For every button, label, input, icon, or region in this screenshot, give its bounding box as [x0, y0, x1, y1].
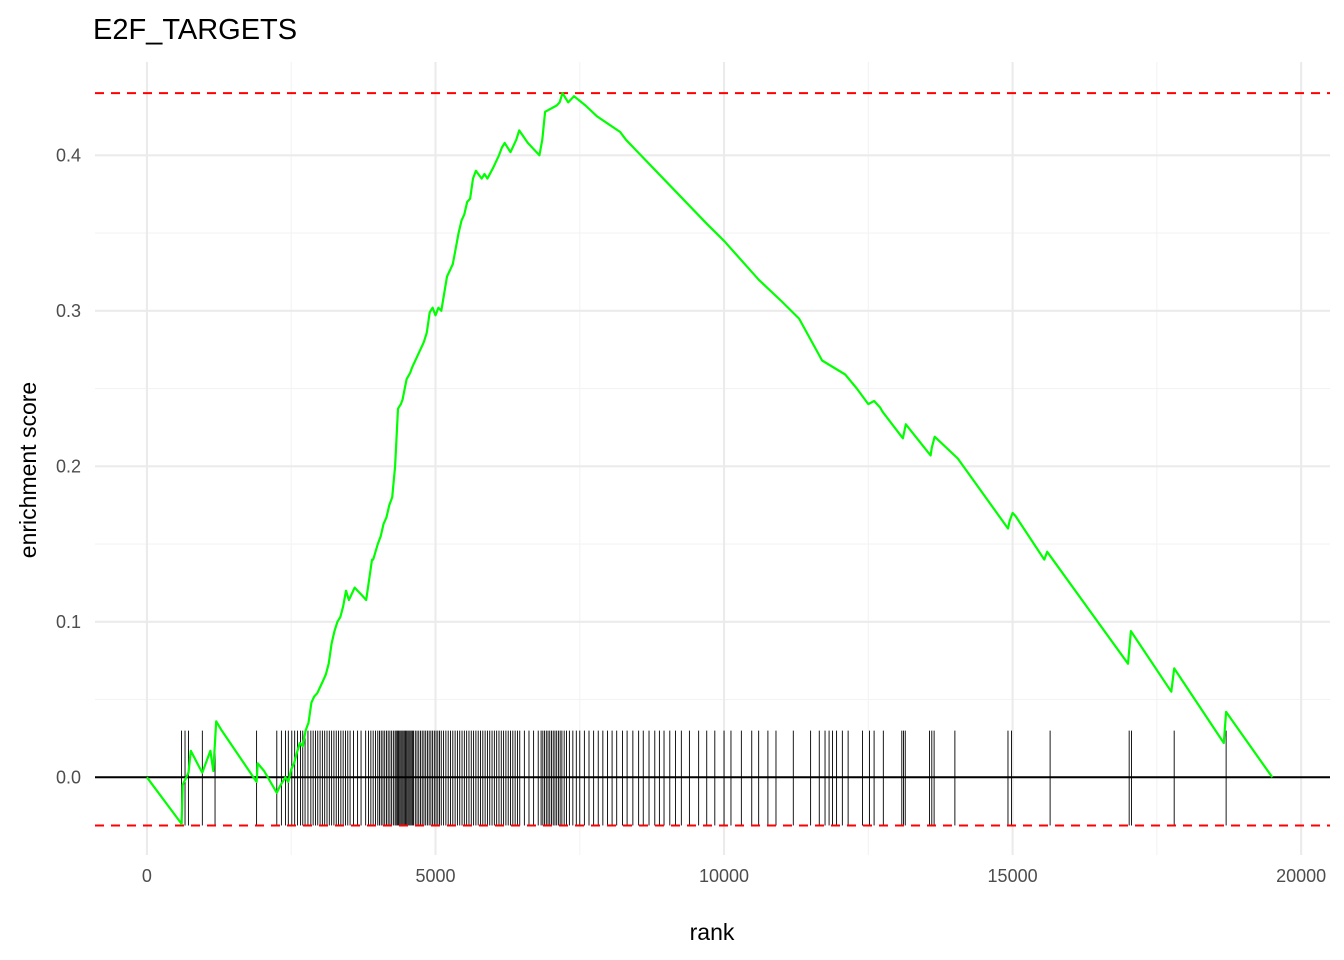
curve-group: [146, 92, 1274, 825]
x-tick-label: 15000: [988, 866, 1038, 886]
y-tick-label: 0.4: [56, 145, 81, 165]
x-tick-label: 5000: [415, 866, 455, 886]
x-tick-labels: 0 5000 10000 15000 20000: [142, 866, 1326, 886]
enrichment-curve: [146, 92, 1274, 825]
y-tick-label: 0.0: [56, 767, 81, 787]
y-axis-title: enrichment score: [15, 382, 41, 558]
y-tick-labels: 0.0 0.1 0.2 0.3 0.4: [56, 145, 81, 787]
x-tick-label: 0: [142, 866, 152, 886]
x-tick-label: 10000: [699, 866, 749, 886]
grid: [95, 62, 1330, 855]
x-axis-title: rank: [690, 919, 735, 945]
reference-lines: [95, 92, 1330, 827]
y-tick-label: 0.2: [56, 456, 81, 476]
x-tick-label: 20000: [1276, 866, 1326, 886]
chart-title: E2F_TARGETS: [93, 14, 297, 46]
y-tick-label: 0.1: [56, 612, 81, 632]
y-tick-label: 0.3: [56, 301, 81, 321]
